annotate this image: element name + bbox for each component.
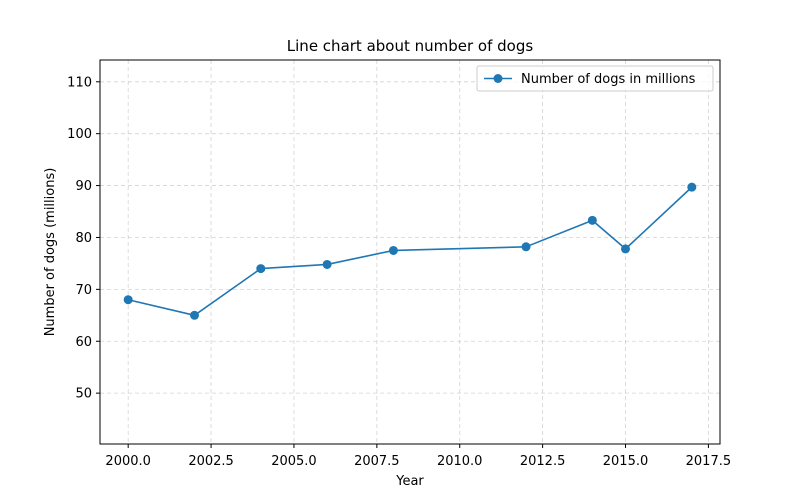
legend-marker-swatch: [493, 74, 503, 83]
x-axis-ticks: 2000.0 2002.5 2005.0 2007.5 2010.0 2012.5 2015…: [105, 444, 731, 469]
y-tick-label: 100: [67, 127, 92, 142]
plot-area-frame: [99, 59, 721, 445]
y-tick-label: 50: [75, 387, 92, 402]
chart-title: Line chart about number of dogs: [287, 37, 534, 55]
x-tick-label: 2015.0: [603, 454, 649, 469]
y-tick-label: 60: [75, 335, 92, 350]
data-point: [687, 182, 697, 192]
data-point: [521, 242, 531, 252]
x-tick-label: 2007.5: [354, 454, 400, 469]
y-tick-label: 110: [67, 75, 92, 90]
x-axis-title: Year: [395, 474, 424, 489]
x-tick-label: 2010.0: [437, 454, 483, 469]
y-tick-label: 80: [75, 231, 92, 246]
series-line: [127, 186, 693, 317]
data-point: [256, 264, 266, 274]
y-tick-label: 70: [75, 283, 92, 298]
data-point: [322, 259, 332, 269]
data-point: [587, 215, 597, 225]
y-axis-title: Number of dogs (millions): [43, 168, 58, 337]
x-tick-label: 2005.0: [271, 454, 317, 469]
x-tick-label: 2017.5: [686, 454, 732, 469]
x-tick-label: 2012.5: [520, 454, 566, 469]
legend-box: [476, 65, 714, 92]
series-group: [123, 182, 697, 320]
x-tick-label: 2000.0: [105, 454, 151, 469]
data-point: [123, 295, 133, 305]
y-tick-label: 90: [75, 179, 92, 194]
data-point: [621, 244, 631, 254]
y-axis-ticks: 50 60 70 80 90 100 110: [67, 75, 100, 402]
legend: Number of dogs in millions: [476, 65, 714, 92]
data-point: [189, 310, 199, 320]
legend-label: Number of dogs in millions: [521, 72, 696, 87]
x-tick-label: 2002.5: [188, 454, 234, 469]
data-point: [388, 245, 398, 255]
